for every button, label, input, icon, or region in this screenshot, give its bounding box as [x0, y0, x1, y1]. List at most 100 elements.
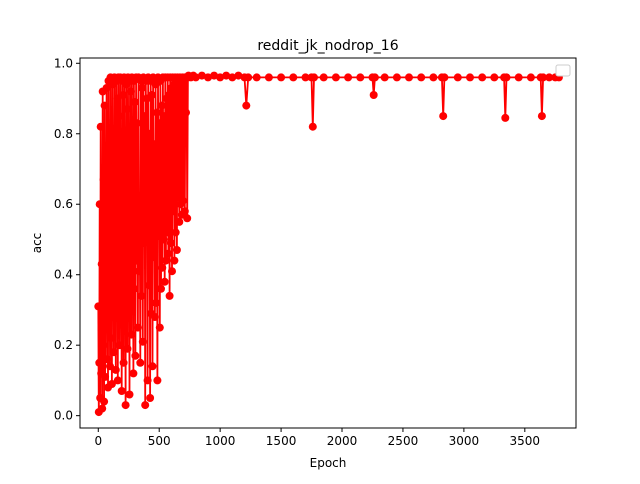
data-point — [98, 260, 106, 268]
data-point — [134, 324, 142, 332]
data-point — [131, 352, 139, 360]
data-point — [116, 341, 124, 349]
data-point — [501, 114, 509, 122]
data-point — [160, 236, 168, 244]
data-point — [173, 246, 181, 254]
data-point — [344, 73, 352, 81]
data-point — [102, 218, 110, 226]
data-point — [127, 331, 135, 339]
data-point — [158, 102, 166, 110]
data-point — [242, 102, 250, 110]
data-point — [127, 88, 135, 96]
data-point — [131, 98, 139, 106]
data-point — [103, 355, 111, 363]
data-point — [104, 158, 112, 166]
x-tick-label: 2000 — [327, 434, 358, 448]
y-axis-label: acc — [30, 233, 44, 254]
data-point — [140, 239, 148, 247]
data-point — [160, 112, 168, 120]
y-tick-label: 1.0 — [54, 56, 73, 70]
data-point — [125, 253, 133, 261]
data-point — [172, 228, 180, 236]
data-point — [163, 228, 171, 236]
data-point — [157, 285, 165, 293]
data-point — [96, 200, 104, 208]
data-point — [503, 73, 511, 81]
data-point — [381, 73, 389, 81]
data-point — [166, 292, 174, 300]
data-point — [97, 123, 105, 131]
data-point — [101, 102, 109, 110]
data-point — [94, 302, 102, 310]
data-point — [153, 109, 161, 117]
data-point — [146, 394, 154, 402]
data-point — [265, 73, 273, 81]
data-point — [179, 197, 187, 205]
data-point — [164, 250, 172, 258]
data-point — [114, 376, 122, 384]
data-point — [112, 366, 120, 374]
data-point — [161, 278, 169, 286]
data-point — [169, 207, 177, 215]
data-point — [182, 109, 190, 117]
data-point — [111, 144, 119, 152]
data-point — [117, 186, 125, 194]
y-tick-label: 0.8 — [54, 127, 73, 141]
y-tick-label: 0.2 — [54, 338, 73, 352]
data-point — [168, 267, 176, 275]
x-tick-label: 0 — [94, 434, 102, 448]
data-point — [440, 73, 448, 81]
data-point — [538, 112, 546, 120]
data-point — [100, 398, 108, 406]
x-tick-label: 2500 — [388, 434, 419, 448]
data-point — [466, 73, 474, 81]
data-point — [126, 391, 134, 399]
chart-title: reddit_jk_nodrop_16 — [257, 38, 398, 54]
data-point — [141, 401, 149, 409]
data-point — [370, 91, 378, 99]
data-point — [136, 200, 144, 208]
data-point — [142, 214, 150, 222]
data-point — [478, 73, 486, 81]
data-point — [123, 105, 131, 113]
data-point — [115, 246, 123, 254]
data-point — [95, 359, 103, 367]
x-tick-label: 3500 — [510, 434, 541, 448]
data-point — [309, 123, 317, 131]
data-point — [101, 373, 109, 381]
data-point — [145, 281, 153, 289]
data-point — [107, 334, 115, 342]
data-point — [156, 324, 164, 332]
data-point — [253, 73, 261, 81]
y-tick-label: 0.6 — [54, 197, 73, 211]
data-point — [125, 133, 133, 141]
data-point — [119, 320, 127, 328]
data-point — [405, 73, 413, 81]
x-tick-label: 500 — [148, 434, 171, 448]
data-point — [129, 172, 137, 180]
data-point — [130, 285, 138, 293]
data-point — [175, 218, 183, 226]
data-point — [515, 73, 523, 81]
data-point — [100, 176, 108, 184]
x-tick-label: 3000 — [449, 434, 480, 448]
data-point — [527, 73, 535, 81]
data-point — [123, 214, 131, 222]
data-point — [310, 73, 318, 81]
data-point — [129, 369, 137, 377]
data-point — [118, 387, 126, 395]
data-point — [148, 91, 156, 99]
data-point — [99, 341, 107, 349]
data-point — [135, 267, 143, 275]
data-point — [150, 140, 158, 148]
x-tick-label: 1000 — [205, 434, 236, 448]
data-point — [393, 73, 401, 81]
data-point — [133, 257, 141, 265]
data-point — [180, 123, 188, 131]
data-point — [320, 73, 328, 81]
data-point — [490, 73, 498, 81]
data-point — [127, 302, 135, 310]
data-point — [110, 348, 118, 356]
